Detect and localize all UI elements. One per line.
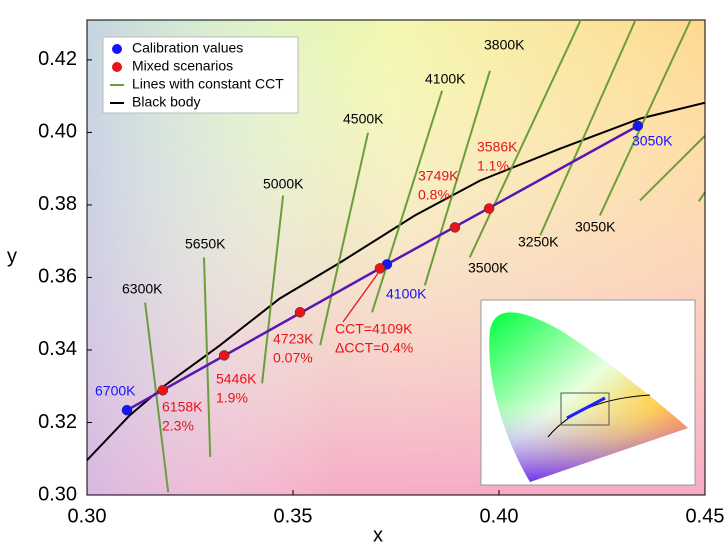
data-point [449, 222, 461, 233]
cct-line [423, 70, 491, 286]
gamut-shade [489, 312, 688, 482]
scenario-label: CCT=4109K [335, 321, 413, 337]
y-axis-label: y [7, 245, 17, 267]
legend-label: Black body [132, 94, 200, 110]
inset-zoom-box [560, 392, 610, 426]
x-tick-label: 0.40 [480, 505, 519, 527]
cct-label: 3500K [468, 260, 509, 276]
data-point [294, 307, 306, 318]
legend-label: Mixed scenarios [132, 58, 233, 74]
data-point [218, 350, 230, 361]
label-arrow [342, 272, 379, 323]
cct-label: 4100K [425, 71, 466, 87]
legend-box [102, 36, 299, 114]
cct-label: 5000K [263, 176, 304, 192]
x-tick-label: 0.30 [68, 505, 107, 527]
scenario-label: 0.8% [418, 187, 450, 203]
y-tick-label: 0.30 [38, 483, 77, 505]
cct-line [261, 195, 285, 384]
scenario-label: 6158K [162, 399, 203, 415]
legend-marker [112, 62, 122, 72]
cct-line [598, 20, 692, 216]
data-point [121, 404, 133, 416]
scenario-label: 1.1% [477, 158, 509, 174]
scenario-label: ΔCCT=0.4% [335, 340, 413, 356]
data-point [157, 384, 169, 396]
cct-line [539, 20, 636, 236]
y-tick-label: 0.38 [38, 193, 77, 215]
y-tick-label: 0.42 [38, 48, 77, 70]
cct-label: 4500K [343, 111, 384, 127]
cct-label: 5650K [185, 236, 226, 252]
y-tick-label: 0.32 [38, 411, 77, 433]
cct-label: 3800K [484, 37, 525, 53]
cct-line [468, 20, 582, 258]
legend: Calibration values Mixed scenarios Lines w… [102, 36, 299, 114]
cct-line [371, 90, 444, 313]
cct-line [144, 302, 170, 493]
scenario-label: 3749K [418, 168, 459, 184]
calibration-label: 3050K [632, 133, 673, 149]
data-point [632, 120, 644, 132]
inset-path [566, 396, 606, 420]
y-tick-label: 0.34 [38, 338, 77, 360]
calibration-label: 6700K [95, 383, 136, 399]
inset [480, 299, 696, 486]
cct-line [319, 132, 369, 346]
scenario-label: 0.07% [273, 350, 313, 366]
cct-line [203, 257, 212, 457]
cct-label: 3250K [518, 234, 559, 250]
data-point [483, 203, 495, 214]
calibration-label: 4100K [386, 286, 427, 302]
cct-line [639, 134, 705, 202]
data-point [374, 263, 386, 274]
cct-line [697, 191, 705, 202]
x-axis-label: x [373, 524, 383, 546]
cct-label: 6300K [122, 281, 163, 297]
x-tick-label: 0.35 [274, 505, 313, 527]
y-tick-label: 0.40 [38, 121, 77, 143]
y-tick-label: 0.36 [38, 266, 77, 288]
legend-marker [112, 44, 122, 54]
scenario-label: 4723K [273, 331, 314, 347]
scenario-label: 5446K [216, 371, 257, 387]
scenario-label: 1.9% [216, 390, 248, 406]
legend-label: Lines with constant CCT [132, 76, 284, 92]
x-tick-label: 0.45 [686, 505, 725, 527]
scenario-label: 3586K [477, 139, 518, 155]
legend-label: Calibration values [132, 40, 243, 56]
scenario-label: 2.3% [162, 418, 194, 434]
plot-frame [86, 19, 706, 496]
cct-label: 3050K [575, 219, 616, 235]
